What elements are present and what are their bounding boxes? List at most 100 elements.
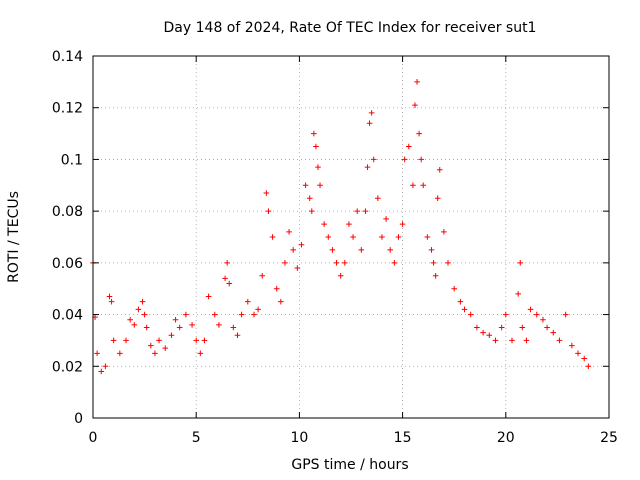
data-point [302, 182, 309, 189]
data-point [424, 234, 431, 240]
data-point [523, 337, 530, 344]
data-point [451, 285, 457, 292]
data-point [416, 130, 422, 137]
data-point [189, 322, 195, 328]
data-point [391, 260, 398, 266]
data-point [269, 234, 276, 240]
data-point [313, 143, 319, 150]
data-point [98, 368, 105, 375]
chart-title: Day 148 of 2024, Rate Of TEC Index for r… [164, 20, 537, 36]
data-point [259, 272, 266, 279]
data-point [399, 221, 406, 227]
data-point [562, 311, 569, 318]
data-point [467, 311, 474, 318]
y-tick-label: 0 [74, 411, 83, 427]
data-point [368, 110, 375, 116]
data-point [461, 306, 468, 313]
data-point [110, 337, 117, 344]
data-point [234, 332, 241, 339]
data-point [222, 275, 228, 282]
data-point [102, 363, 109, 370]
data-point [282, 260, 288, 266]
data-point [306, 195, 313, 202]
data-point [201, 337, 208, 344]
data-point [108, 298, 115, 305]
data-point [414, 79, 420, 85]
data-point [263, 190, 270, 196]
data-point [540, 316, 546, 323]
data-point [294, 265, 301, 271]
x-tick-label: 0 [89, 430, 98, 446]
data-point [585, 363, 592, 370]
data-point [123, 337, 129, 344]
data-point [358, 247, 365, 253]
data-point [527, 306, 534, 313]
data-point [375, 195, 381, 202]
data-point [141, 311, 148, 318]
data-point [503, 311, 509, 318]
data-point [517, 260, 524, 266]
data-point [298, 241, 305, 248]
data-point [325, 234, 332, 240]
data-point [211, 311, 218, 318]
data-point [265, 208, 272, 214]
data-point [245, 298, 251, 305]
data-point [106, 293, 113, 300]
data-point [333, 260, 340, 266]
data-point [370, 156, 377, 163]
data-point [480, 329, 486, 336]
data-point [575, 350, 581, 357]
data-point [550, 329, 557, 336]
data-point [492, 337, 499, 344]
data-point [224, 260, 230, 266]
data-point [317, 182, 323, 189]
data-point [152, 350, 158, 357]
data-point [434, 195, 441, 202]
data-point [251, 311, 257, 318]
data-point [364, 164, 371, 170]
data-point [127, 316, 133, 323]
data-point [387, 247, 394, 253]
data-point [147, 342, 154, 349]
data-point [346, 221, 352, 227]
data-point [354, 208, 360, 214]
axis-tick-labels: 0 0.02 0.04 0.06 0.08 0.1 0.12 0.14 0 5 10 15 20 25 [52, 49, 618, 446]
y-tick-label: 0.02 [52, 359, 83, 375]
data-point [420, 182, 427, 189]
data-point [278, 298, 284, 305]
data-point [441, 229, 447, 235]
data-point [329, 247, 336, 253]
data-point [428, 247, 435, 253]
data-point [156, 337, 162, 344]
axis-ticks [92, 55, 610, 419]
data-point [168, 332, 175, 339]
data-point [509, 337, 515, 344]
x-axis-label: GPS time / hours [291, 457, 408, 473]
data-point [290, 247, 297, 253]
data-point [486, 332, 493, 339]
data-point [172, 316, 179, 323]
data-point [395, 234, 402, 240]
x-tick-label: 25 [600, 430, 618, 446]
data-point [401, 156, 408, 163]
data-point [342, 260, 348, 266]
grid-lines [93, 56, 609, 418]
data-point [131, 322, 138, 328]
data-point [457, 298, 464, 305]
y-tick-label: 0.1 [61, 152, 83, 168]
data-point [569, 342, 575, 349]
data-point [176, 324, 183, 331]
data-point [337, 272, 344, 279]
data-point [350, 234, 356, 240]
data-point [135, 306, 142, 313]
data-point [193, 337, 199, 344]
data-point [556, 337, 563, 344]
x-tick-label: 10 [290, 430, 308, 446]
data-point [544, 324, 550, 331]
y-tick-label: 0.14 [52, 49, 83, 65]
data-point [405, 143, 412, 150]
data-point [226, 280, 233, 287]
data-points [90, 79, 592, 375]
data-point [238, 311, 245, 318]
data-point [205, 293, 212, 300]
